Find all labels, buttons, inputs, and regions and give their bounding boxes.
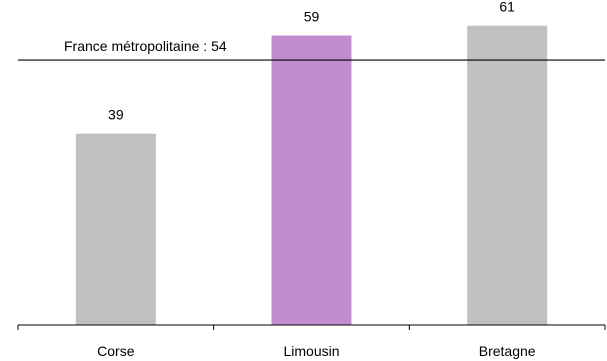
tick-label-bretagne: Bretagne <box>479 343 536 359</box>
x-axis-ticks <box>17 325 606 330</box>
tick-label-limousin: Limousin <box>283 343 339 359</box>
bars <box>75 25 548 325</box>
x-axis-tick-labels: Corse Limousin Bretagne <box>97 343 536 359</box>
reference-line-label: France métropolitaine : 54 <box>64 38 227 54</box>
value-label-corse: 39 <box>108 107 124 123</box>
tick-label-corse: Corse <box>97 343 135 359</box>
bar-limousin <box>271 35 352 325</box>
value-label-bretagne: 61 <box>499 0 515 15</box>
bar-corse <box>75 133 156 325</box>
bar-bretagne <box>467 25 548 325</box>
value-label-limousin: 59 <box>304 9 320 25</box>
value-labels: 39 59 61 <box>108 0 515 123</box>
